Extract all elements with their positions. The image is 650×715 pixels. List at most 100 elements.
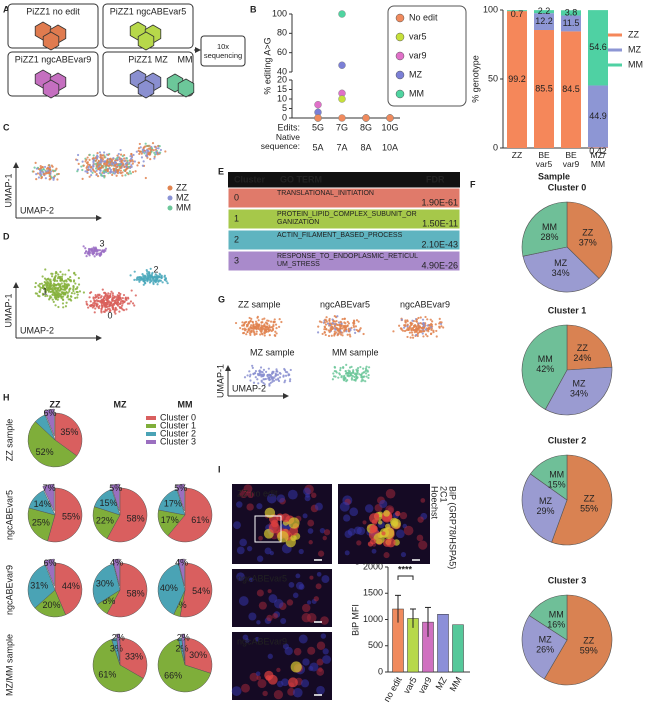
umap-point — [415, 333, 418, 337]
umap-point — [270, 326, 273, 329]
umap-point — [93, 311, 96, 314]
umap-point — [282, 374, 285, 377]
umap-point — [67, 298, 70, 301]
umap-y-label: UMAP-1 — [215, 364, 225, 398]
umap-point — [156, 283, 159, 286]
umap-point — [123, 157, 126, 160]
umap-point — [51, 291, 55, 294]
umap-point — [82, 245, 85, 248]
cell-stain — [256, 675, 262, 681]
table-cell: TRANSLATIONAL_INITIATION — [277, 190, 374, 197]
umap-point — [107, 292, 110, 295]
umap-point — [323, 328, 326, 331]
pie-slice — [43, 408, 55, 437]
pie-slice — [543, 594, 613, 686]
umap-point — [66, 283, 69, 286]
umap-point — [154, 148, 157, 151]
umap-point — [105, 299, 109, 302]
cell-stain — [264, 507, 276, 519]
umap-point — [46, 294, 49, 297]
umap-point — [257, 382, 260, 385]
umap-point — [335, 331, 338, 334]
umap-point — [66, 277, 70, 280]
pie-slice — [111, 637, 121, 666]
umap-point — [430, 332, 433, 335]
umap-point — [422, 327, 425, 330]
umap-point — [92, 302, 95, 305]
umap-point — [53, 276, 56, 279]
umap-point — [157, 280, 160, 283]
umap-point — [129, 172, 133, 175]
legend-swatch — [167, 185, 173, 191]
umap-point — [272, 379, 276, 382]
umap-point — [111, 158, 114, 161]
umap-point — [121, 154, 124, 158]
cell-stain — [256, 503, 263, 510]
umap-point — [331, 321, 334, 325]
slice-value: 4% — [174, 600, 187, 610]
umap-point — [426, 324, 429, 327]
umap-point — [260, 321, 263, 324]
umap-point — [349, 327, 352, 330]
umap-point — [134, 170, 137, 173]
cell-stain — [273, 599, 284, 609]
umap-point — [153, 155, 156, 158]
umap-point — [346, 324, 349, 327]
slice-value: 25% — [32, 517, 50, 527]
umap-point — [438, 326, 441, 329]
cell-stain — [311, 492, 317, 498]
umap-point — [116, 301, 120, 304]
umap-point — [323, 321, 326, 324]
umap-point — [410, 331, 414, 334]
umap-point — [57, 305, 60, 309]
umap-point — [430, 328, 433, 332]
cell-stain — [356, 540, 362, 546]
umap-point — [81, 160, 84, 163]
umap-point — [81, 177, 84, 180]
umap-point — [103, 156, 106, 159]
legend-label: Cluster 3 — [160, 436, 196, 446]
umap-point — [63, 286, 67, 289]
cell-stain — [302, 513, 308, 519]
umap-point — [33, 166, 36, 169]
cell-stain — [322, 648, 329, 655]
cell-stain — [392, 521, 399, 527]
umap-point — [337, 328, 340, 332]
umap-point — [101, 288, 104, 291]
umap-point — [243, 327, 246, 330]
y-tick-label: 0 — [493, 142, 498, 152]
umap-point — [438, 322, 441, 325]
data-point — [338, 114, 346, 122]
cell-stain — [308, 540, 313, 545]
cell-icon — [42, 31, 60, 51]
significance-bracket — [397, 575, 414, 580]
bar-segment — [561, 10, 581, 16]
umap-point — [104, 247, 107, 250]
umap-point — [415, 318, 419, 321]
umap-point — [93, 255, 96, 258]
umap-point — [259, 333, 262, 336]
umap-point — [96, 175, 100, 178]
y-tick-label: 2000 — [363, 561, 383, 571]
cell-icon — [42, 79, 60, 99]
cell-icon — [137, 79, 155, 99]
umap-point — [269, 320, 273, 323]
x-tick-label: 10A — [382, 142, 398, 152]
cell-stain — [254, 636, 260, 642]
y-tick-label: 50 — [488, 73, 498, 83]
umap-point — [115, 295, 118, 299]
umap-point — [273, 318, 276, 321]
umap-point — [334, 320, 337, 323]
bar-segment — [534, 10, 554, 14]
umap-point — [111, 173, 114, 176]
umap-point — [90, 174, 93, 177]
umap-point — [116, 154, 119, 157]
cell-stain — [395, 510, 401, 517]
umap-point — [350, 365, 353, 369]
umap-point — [40, 166, 43, 169]
umap-point — [148, 271, 151, 275]
umap-point — [44, 268, 47, 271]
umap-point — [57, 172, 60, 176]
umap-point — [271, 378, 274, 381]
umap-point — [102, 301, 105, 304]
